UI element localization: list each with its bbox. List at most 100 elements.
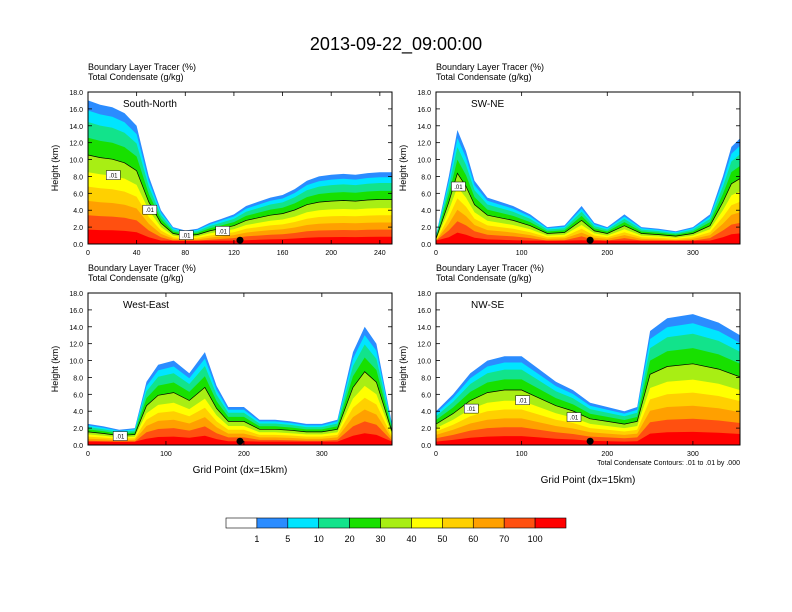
colorbar-swatch xyxy=(287,517,320,529)
contour-label: .01 xyxy=(219,229,228,235)
y-tick-label: 16.0 xyxy=(69,107,83,114)
x-tick-label: 100 xyxy=(516,250,528,257)
colorbar-label: 1 xyxy=(254,534,259,544)
surface-marker xyxy=(586,236,594,244)
colorbar-swatch xyxy=(534,517,567,529)
y-tick-label: 12.0 xyxy=(69,342,83,349)
y-tick-label: 18.0 xyxy=(69,291,83,298)
panel-subtitle: Boundary Layer Tracer (%) xyxy=(88,263,196,273)
y-tick-label: 10.0 xyxy=(417,158,431,165)
y-tick-label: 16.0 xyxy=(417,308,431,315)
contour-label: .01 xyxy=(182,234,191,240)
x-tick-label: 300 xyxy=(687,250,699,257)
tracer-level-9 xyxy=(436,232,740,244)
y-tick-label: 8.0 xyxy=(421,375,431,382)
y-tick-label: 0.0 xyxy=(421,443,431,450)
y-tick-label: 6.0 xyxy=(73,191,83,198)
contour-label-box xyxy=(464,403,479,414)
y-tick-label: 4.0 xyxy=(421,409,431,416)
x-tick-label: 0 xyxy=(86,451,90,458)
plot-frame xyxy=(87,292,393,446)
y-tick-label: 4.0 xyxy=(73,208,83,215)
tracer-level-8 xyxy=(436,221,740,244)
surface-marker xyxy=(586,437,594,445)
panels: Boundary Layer Tracer (%)Total Condensat… xyxy=(50,62,741,486)
section-label: NW-SE xyxy=(471,300,504,311)
contour-label: .01 xyxy=(109,174,118,180)
y-axis-label: Height (km) xyxy=(398,346,408,393)
y-axis-label: Height (km) xyxy=(50,145,60,192)
x-tick-label: 200 xyxy=(238,451,250,458)
x-tick-label: 300 xyxy=(316,451,328,458)
colorbar-label: 30 xyxy=(376,534,386,544)
y-tick-label: 2.0 xyxy=(73,225,83,232)
x-tick-label: 200 xyxy=(601,250,613,257)
y-tick-label: 10.0 xyxy=(69,158,83,165)
section-label: West-East xyxy=(123,300,169,311)
colorbar-swatch xyxy=(503,517,536,529)
panel-west-east: Boundary Layer Tracer (%)Total Condensat… xyxy=(50,263,393,476)
y-tick-label: 4.0 xyxy=(421,208,431,215)
tracer-level-8 xyxy=(88,215,392,244)
tracer-field: .01 .01 .01 xyxy=(436,293,740,445)
plot-frame xyxy=(87,91,393,245)
y-tick-label: 0.0 xyxy=(73,443,83,450)
contour-label-box xyxy=(106,170,121,180)
colorbar-swatch xyxy=(472,517,505,529)
contour-label-box xyxy=(566,412,582,422)
x-tick-label: 80 xyxy=(181,250,189,257)
section-label: SW-NE xyxy=(471,99,504,110)
x-tick-label: 0 xyxy=(86,250,90,257)
contour-label: .01 xyxy=(570,416,579,422)
y-tick-label: 18.0 xyxy=(417,291,431,298)
x-tick-label: 200 xyxy=(601,451,613,458)
y-axis-label: Height (km) xyxy=(50,346,60,393)
tracer-level-9 xyxy=(436,431,740,445)
contour-label-box xyxy=(112,431,128,441)
colorbar-label: 70 xyxy=(499,534,509,544)
tracer-level-9 xyxy=(88,229,392,244)
y-tick-label: 0.0 xyxy=(421,242,431,249)
plot-frame xyxy=(435,292,741,446)
y-tick-label: 16.0 xyxy=(69,308,83,315)
surface-marker xyxy=(236,437,244,445)
x-tick-label: 0 xyxy=(434,451,438,458)
y-tick-label: 14.0 xyxy=(417,124,431,131)
y-tick-label: 2.0 xyxy=(421,225,431,232)
x-axis-label: Grid Point (dx=15km) xyxy=(541,475,636,486)
x-tick-label: 100 xyxy=(516,451,528,458)
y-tick-label: 18.0 xyxy=(417,90,431,97)
colorbar-label: 60 xyxy=(468,534,478,544)
tracer-field: .01 .01 .01 .01 xyxy=(88,92,392,244)
panel-subtitle: Total Condensate (g/kg) xyxy=(436,72,532,82)
panel-subtitle: Boundary Layer Tracer (%) xyxy=(436,62,544,72)
y-tick-label: 8.0 xyxy=(73,375,83,382)
surface-marker xyxy=(236,236,244,244)
panel-subtitle: Total Condensate (g/kg) xyxy=(436,273,532,283)
y-tick-label: 10.0 xyxy=(417,359,431,366)
y-axis-label: Height (km) xyxy=(398,145,408,192)
y-tick-label: 8.0 xyxy=(73,174,83,181)
colorbar-swatch xyxy=(442,517,474,529)
x-tick-label: 40 xyxy=(133,250,141,257)
contour-label-box xyxy=(179,230,194,240)
y-tick-label: 2.0 xyxy=(73,426,83,433)
y-tick-label: 12.0 xyxy=(69,141,83,148)
figure-title: 2013-09-22_09:00:00 xyxy=(310,34,482,55)
x-axis-label: Grid Point (dx=15km) xyxy=(193,465,288,476)
colorbar-swatch xyxy=(256,517,289,529)
condensate-contour xyxy=(436,363,740,425)
contour-label: .01 xyxy=(467,407,476,413)
contour-label-box xyxy=(451,181,466,192)
contour-label: .01 xyxy=(454,185,463,191)
y-tick-label: 12.0 xyxy=(417,342,431,349)
contour-label: .01 xyxy=(518,399,527,405)
colorbar-swatch xyxy=(349,517,381,529)
panel-subtitle: Boundary Layer Tracer (%) xyxy=(436,263,544,273)
x-tick-label: 200 xyxy=(325,250,337,257)
colorbar-swatch xyxy=(225,517,258,529)
y-tick-label: 8.0 xyxy=(421,174,431,181)
colorbar: 1 5 10 20 30 40 50 60 70 100 xyxy=(225,517,567,544)
colorbar-swatch xyxy=(411,517,443,529)
